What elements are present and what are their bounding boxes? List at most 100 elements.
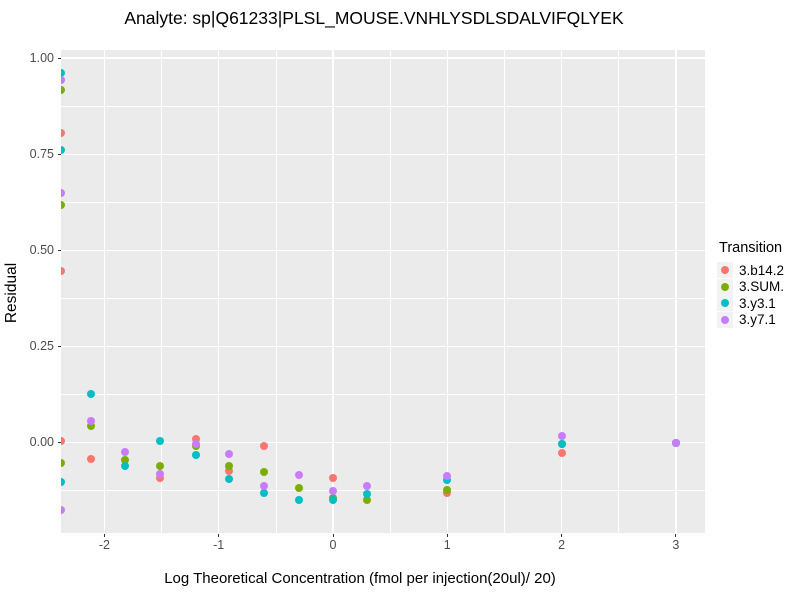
data-point bbox=[61, 75, 65, 84]
gridline-minor bbox=[61, 298, 705, 299]
gridline-major bbox=[103, 50, 106, 533]
legend-key-dot bbox=[721, 299, 729, 308]
data-point bbox=[294, 484, 303, 493]
legend-key-dot bbox=[721, 266, 729, 275]
data-point bbox=[557, 432, 566, 441]
x-tick-label: -2 bbox=[98, 538, 110, 552]
data-point bbox=[225, 474, 233, 483]
data-point bbox=[191, 450, 200, 459]
gridline-major bbox=[446, 50, 448, 533]
legend-rows: 3.b14.2 3.SUM. 3.y3.1 3.y7.1 bbox=[717, 262, 800, 328]
legend: Transition 3.b14.2 3.SUM. 3.y3.1 3.y7.1 bbox=[717, 240, 800, 328]
data-point bbox=[121, 461, 129, 470]
x-axis-title: Log Theoretical Concentration (fmol per … bbox=[164, 570, 556, 587]
data-point bbox=[61, 458, 65, 467]
plot-panel bbox=[61, 50, 705, 533]
y-tick-label: 0.00 bbox=[29, 435, 54, 450]
gridline-major bbox=[61, 249, 705, 252]
data-point bbox=[294, 495, 303, 504]
data-point bbox=[363, 490, 372, 499]
data-point bbox=[329, 474, 337, 483]
data-point bbox=[329, 486, 337, 495]
data-point bbox=[225, 449, 233, 458]
gridline-minor bbox=[61, 201, 705, 203]
data-point bbox=[260, 441, 269, 450]
gridline-minor bbox=[61, 490, 705, 492]
gridline-minor bbox=[61, 394, 705, 395]
y-tick-label: 1.00 bbox=[29, 50, 54, 65]
y-tick-mark bbox=[57, 249, 61, 251]
y-tick-label: 0.50 bbox=[29, 242, 54, 257]
gridline-major bbox=[61, 57, 705, 59]
data-point bbox=[61, 200, 65, 209]
gridline-major bbox=[332, 50, 334, 533]
x-tick-label: 0 bbox=[329, 538, 337, 552]
data-point bbox=[225, 462, 233, 471]
chart-title: Analyte: sp|Q61233|PLSL_MOUSE.VNHLYSDLSD… bbox=[124, 8, 624, 28]
data-point bbox=[329, 496, 337, 505]
gridline-minor bbox=[389, 50, 391, 533]
gridline-major bbox=[61, 441, 705, 444]
x-tick-mark bbox=[446, 533, 448, 537]
data-point bbox=[260, 488, 269, 497]
data-point bbox=[61, 69, 65, 78]
x-tick-label: -1 bbox=[213, 538, 225, 552]
data-point bbox=[557, 448, 566, 457]
data-point bbox=[294, 470, 303, 479]
y-tick-mark bbox=[57, 345, 61, 347]
data-point bbox=[443, 471, 452, 480]
y-tick-label: 0.25 bbox=[29, 338, 54, 353]
x-tick-label: 3 bbox=[672, 538, 680, 552]
gridline-minor bbox=[618, 50, 620, 533]
legend-key bbox=[717, 278, 733, 295]
data-point bbox=[61, 145, 65, 154]
data-point bbox=[156, 469, 165, 478]
data-point bbox=[363, 495, 372, 504]
x-tick-label: 2 bbox=[558, 538, 566, 552]
data-point bbox=[443, 475, 452, 484]
data-point bbox=[260, 468, 269, 477]
data-point bbox=[86, 389, 95, 398]
data-point bbox=[61, 505, 65, 514]
gridline-minor bbox=[61, 105, 705, 107]
data-point bbox=[225, 467, 233, 476]
data-point bbox=[121, 455, 129, 464]
gridline-major bbox=[218, 50, 220, 533]
legend-key bbox=[717, 311, 733, 328]
legend-key bbox=[717, 262, 733, 279]
legend-item-label: 3.b14.2 bbox=[739, 262, 785, 278]
data-point bbox=[443, 485, 452, 494]
data-point bbox=[61, 85, 65, 94]
gridline-minor bbox=[161, 50, 162, 533]
x-tick-mark bbox=[218, 533, 220, 537]
gridline-minor bbox=[504, 50, 505, 533]
gridline-major bbox=[675, 50, 677, 533]
y-tick-mark bbox=[57, 57, 61, 59]
data-point bbox=[191, 439, 200, 448]
legend-key-dot bbox=[721, 315, 729, 324]
data-point bbox=[86, 454, 95, 463]
data-point bbox=[156, 437, 165, 446]
legend-item: 3.y3.1 bbox=[717, 295, 800, 312]
data-point bbox=[363, 482, 372, 491]
gridline-major bbox=[560, 50, 563, 533]
data-point bbox=[61, 129, 65, 138]
data-point bbox=[121, 448, 129, 457]
data-point bbox=[86, 417, 95, 426]
data-point bbox=[156, 474, 165, 483]
x-tick-mark bbox=[332, 533, 334, 537]
legend-item-label: 3.SUM. bbox=[739, 279, 785, 295]
y-tick-mark bbox=[57, 442, 61, 444]
gridline-major bbox=[61, 345, 705, 348]
data-point bbox=[260, 482, 269, 491]
data-point bbox=[671, 438, 680, 447]
y-tick-label: 0.75 bbox=[29, 146, 54, 161]
legend-key bbox=[717, 295, 733, 312]
data-point bbox=[61, 436, 65, 445]
legend-item: 3.y7.1 bbox=[717, 311, 800, 329]
legend-key-dot bbox=[721, 282, 729, 291]
legend-title: Transition bbox=[719, 240, 783, 256]
data-point bbox=[61, 478, 65, 487]
data-point bbox=[557, 439, 566, 448]
